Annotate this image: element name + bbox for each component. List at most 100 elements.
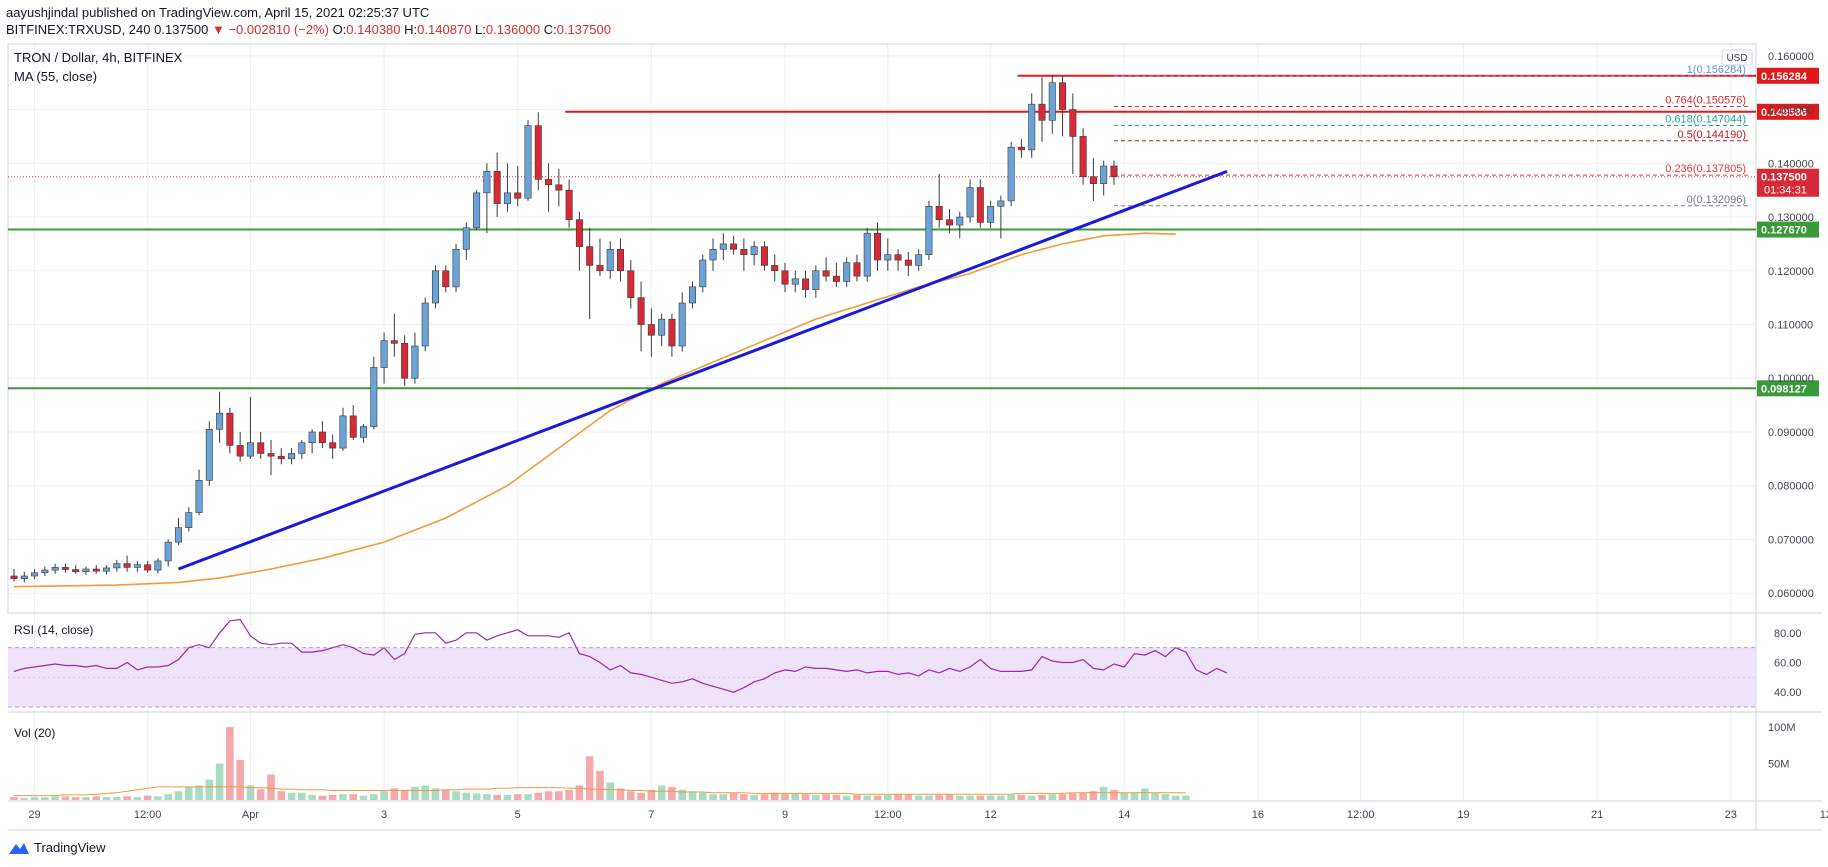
candle-body	[390, 340, 398, 344]
candle-body	[41, 569, 49, 574]
price-axis: 0.060000 0.070000 0.080000 0.090000 0.100000…	[1721, 49, 1819, 600]
candle-up	[524, 120, 532, 201]
bar-countdown: 01:34:31	[1764, 185, 1807, 197]
candle-up	[216, 391, 224, 443]
candle-body	[123, 563, 131, 568]
candle-body	[185, 512, 193, 528]
volume-bar	[842, 795, 851, 800]
volume-bar	[1182, 795, 1190, 800]
candle-up	[411, 332, 419, 384]
volume-tick-label: 50M	[1768, 759, 1789, 771]
volume-bar	[1048, 794, 1057, 800]
candle-up	[452, 243, 460, 293]
tradingview-logo-icon	[9, 842, 29, 854]
candle-body	[1069, 109, 1077, 137]
fib-label-0.764: 0.764(0.150576)	[1665, 94, 1746, 106]
author-link[interactable]: aayushjindal	[6, 5, 79, 20]
candle-up	[503, 163, 511, 212]
candle-body	[72, 569, 80, 572]
volume-bar	[904, 794, 913, 800]
candle-body	[61, 567, 69, 570]
candle-up	[154, 558, 162, 574]
candle-body	[802, 278, 810, 290]
y-tick-label: 0.150000	[1768, 105, 1814, 117]
candle-body	[267, 453, 275, 457]
open-value: 0.140380	[346, 22, 401, 37]
volume-bar	[1120, 792, 1129, 800]
fib-label-0: 0(0.132096)	[1687, 194, 1746, 206]
volume-bar	[82, 797, 90, 800]
candle-body	[874, 232, 882, 261]
candle-down	[390, 313, 398, 357]
rsi-pane: 80.00 60.00 40.00	[8, 618, 1802, 708]
candle-body	[503, 192, 511, 204]
rsi-tick-label: 60.00	[1774, 658, 1802, 670]
candle-down	[617, 238, 625, 282]
candle-down	[668, 313, 676, 357]
volume-bar	[370, 794, 378, 800]
volume-bar	[195, 785, 203, 800]
volume-bar	[986, 795, 995, 800]
tradingview-brand: TradingView	[34, 840, 106, 855]
volume-bar	[164, 794, 172, 800]
candle-up	[185, 507, 193, 532]
volume-bar	[894, 794, 902, 800]
y-tick-label: 0.070000	[1768, 534, 1814, 546]
candle-down	[401, 335, 409, 387]
candle-down	[647, 308, 655, 357]
candle-up	[103, 565, 111, 575]
candle-body	[493, 171, 501, 204]
candle-body	[20, 575, 28, 579]
volume-bar	[20, 797, 29, 800]
candle-down	[1017, 139, 1025, 158]
candle-body	[51, 567, 59, 571]
fib-label-0.236: 0.236(0.137805)	[1665, 163, 1746, 175]
low-value: 0.136000	[485, 22, 541, 37]
volume-bar	[1058, 794, 1067, 800]
x-tick-label: 29	[28, 809, 40, 821]
candle-up	[915, 249, 923, 271]
candle-down	[92, 565, 100, 574]
volume-bar	[61, 796, 70, 800]
volume-bar	[513, 794, 522, 800]
volume-bar	[1130, 792, 1139, 800]
candle-up	[483, 163, 491, 234]
x-tick-label: 12:00	[874, 809, 902, 821]
horizontal-levels: 0.156284 0.149586 0.127670 0.098127	[8, 67, 1819, 397]
volume-bar	[226, 727, 234, 800]
volume-bar	[30, 797, 39, 800]
volume-bar	[555, 791, 563, 800]
candle-up	[51, 563, 59, 574]
candle-body	[174, 527, 182, 543]
candle-up	[31, 569, 39, 580]
volume-bar	[565, 789, 573, 800]
volume-bar	[1007, 794, 1015, 800]
candle-up	[41, 566, 49, 576]
x-tick-label: 12:00	[1820, 809, 1828, 821]
candle-body	[298, 442, 306, 454]
volume-bar	[184, 786, 193, 800]
candle-body	[668, 318, 676, 347]
candle-body	[442, 270, 450, 288]
volume-bar	[1171, 795, 1180, 800]
candle-up	[688, 281, 696, 309]
volume-bar	[205, 779, 214, 800]
candle-body	[688, 286, 696, 304]
volume-bar	[380, 791, 388, 800]
candle-body	[606, 248, 614, 272]
volume-bar	[914, 795, 923, 800]
resistance-mid-price-label: 0.149586	[1761, 107, 1807, 119]
candle-down	[493, 152, 501, 218]
close-label: C:	[543, 22, 557, 37]
volume-ma-line	[14, 786, 1186, 797]
candle-body	[1059, 82, 1067, 110]
tradingview-logo[interactable]: TradingView	[8, 840, 106, 855]
candle-up	[791, 270, 799, 293]
candle-body	[277, 455, 285, 460]
volume-bar	[606, 782, 615, 800]
candle-up	[1100, 160, 1108, 196]
volume-bar	[853, 794, 861, 800]
candle-down	[555, 168, 563, 207]
candle-body	[740, 248, 748, 255]
